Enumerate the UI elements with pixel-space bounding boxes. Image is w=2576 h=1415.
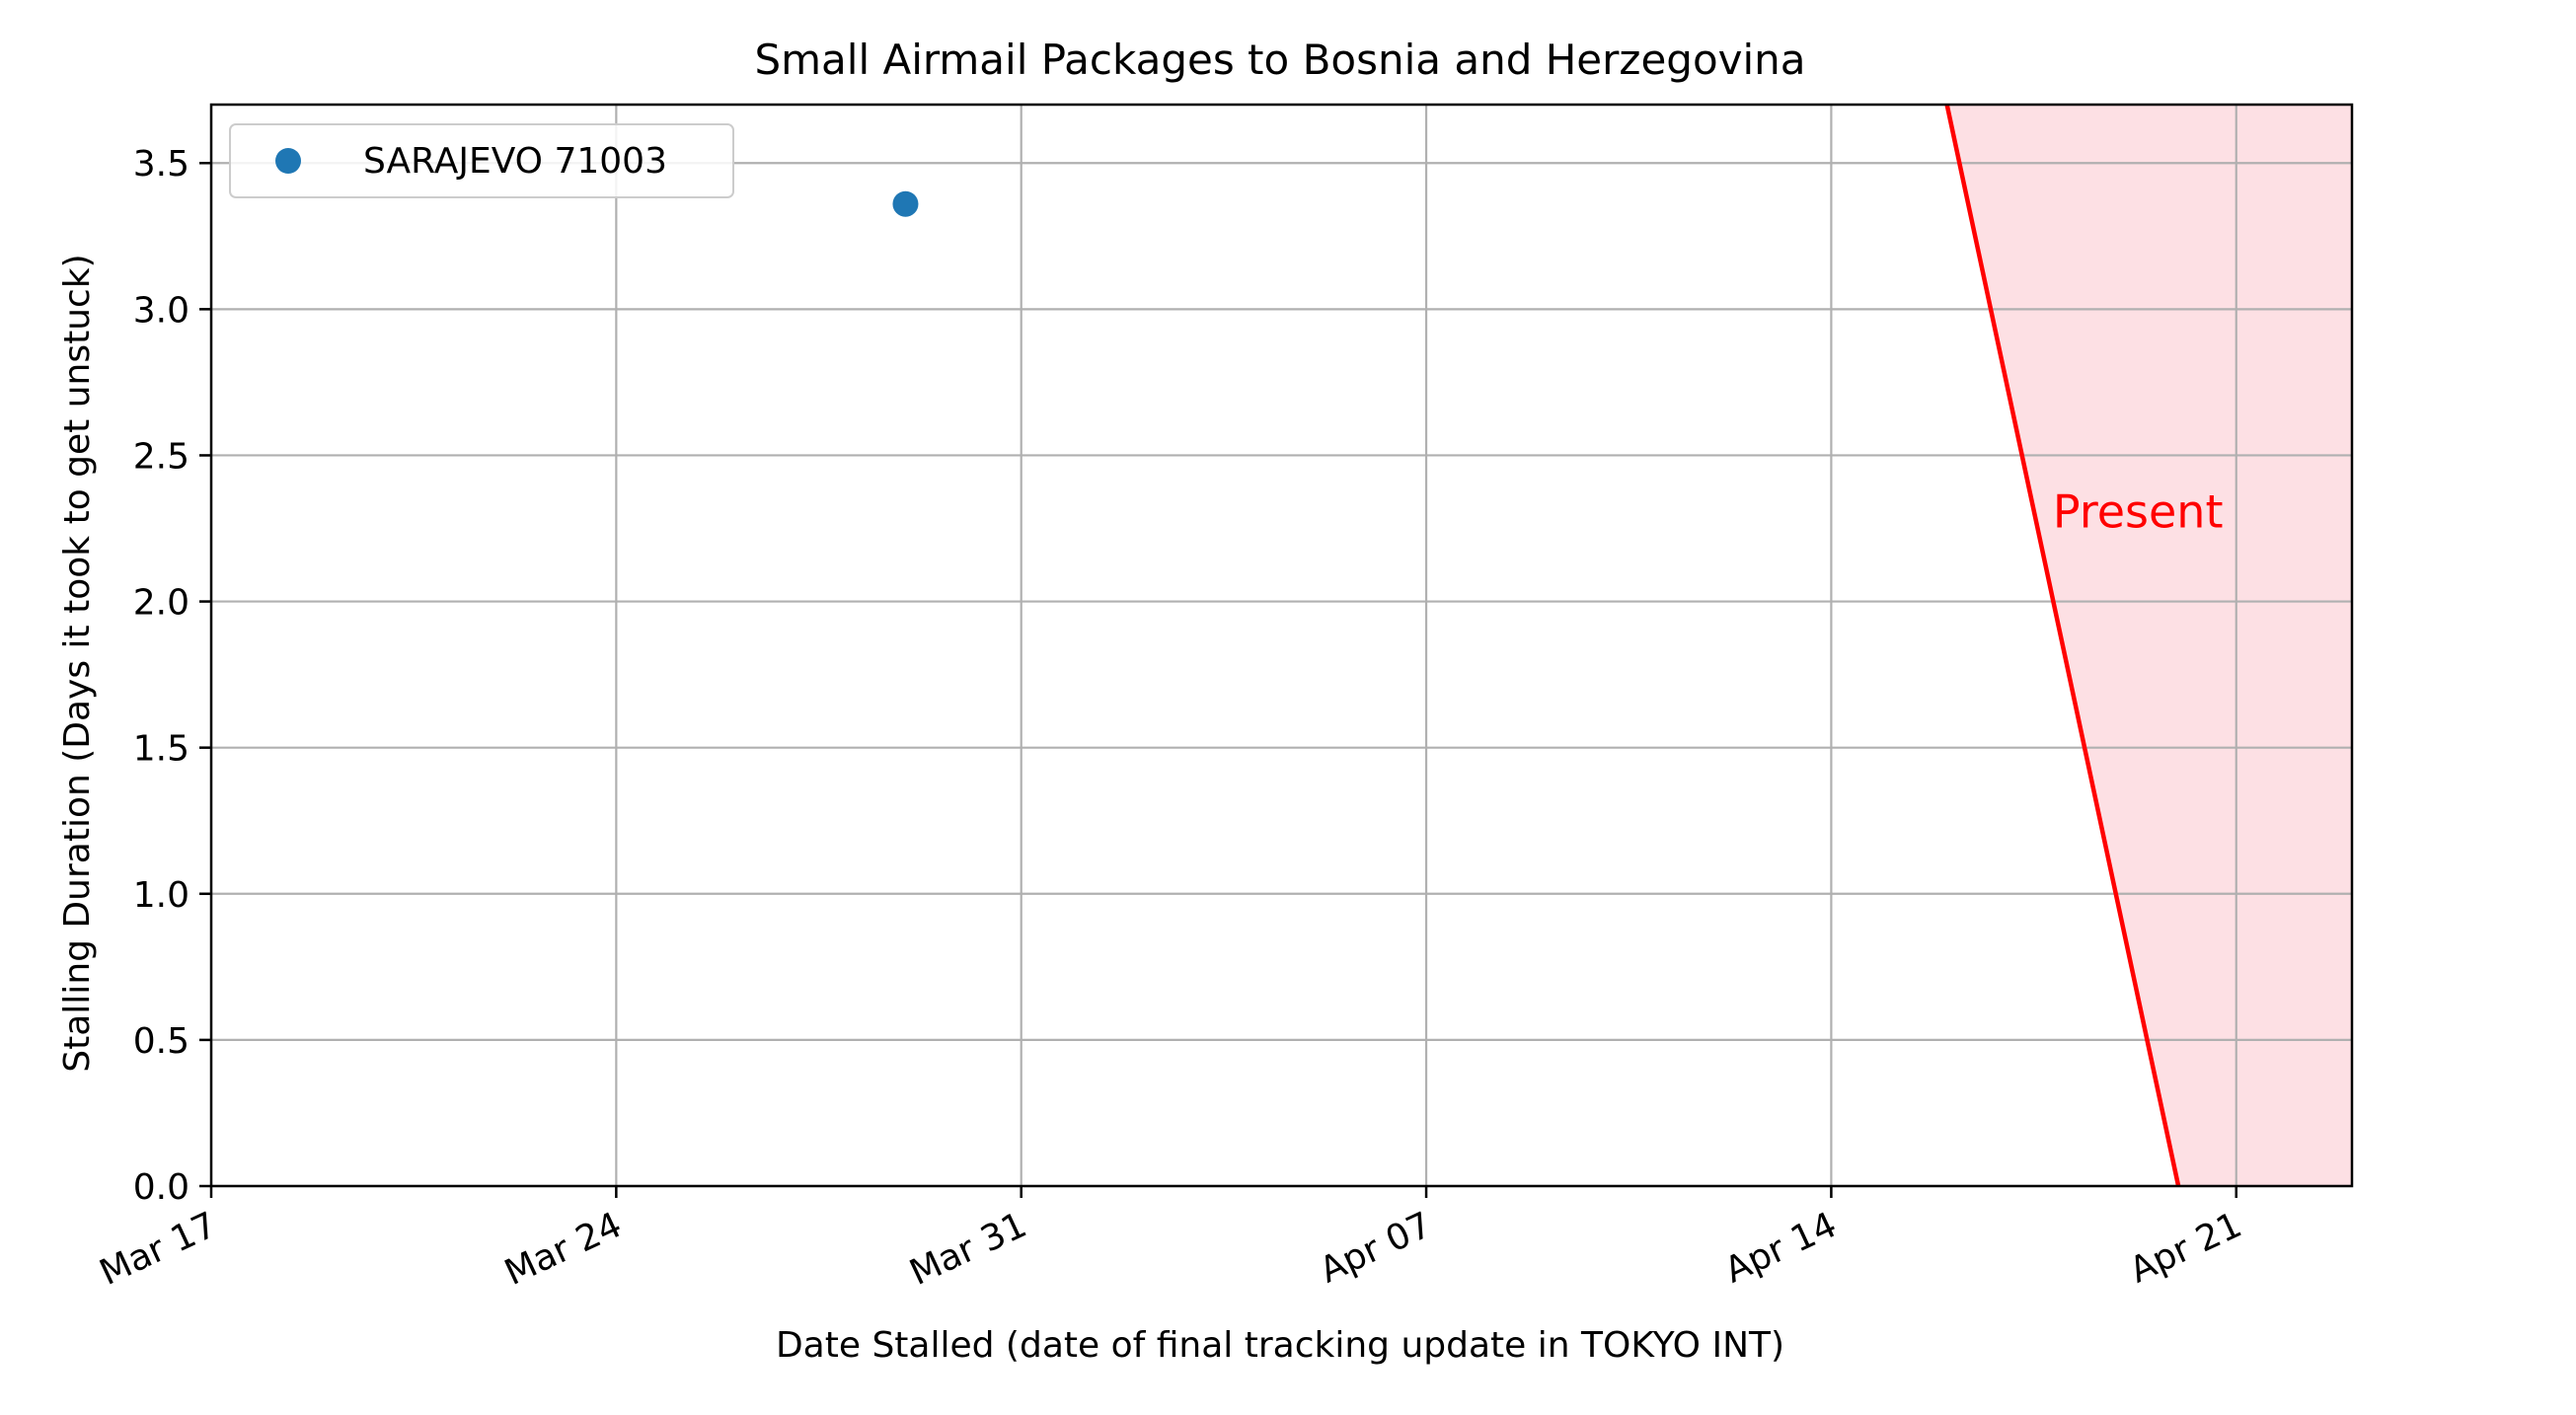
y-tick-label: 3.5 [133, 144, 189, 185]
y-tick-label: 3.0 [133, 290, 189, 331]
y-tick-label: 2.0 [133, 583, 189, 624]
y-tick-label: 1.0 [133, 875, 189, 916]
present-region-fill [1946, 105, 2352, 1186]
plot-frame [209, 103, 2354, 1188]
y-tick-label: 0.5 [133, 1021, 189, 1062]
y-tick-label: 2.5 [133, 436, 189, 477]
chart-title: Small Airmail Packages to Bosnia and Her… [754, 36, 1805, 84]
y-axis-label: Stalling Duration (Days it took to get u… [57, 254, 98, 1072]
legend: SARAJEVO 71003 [229, 123, 734, 198]
legend-marker [275, 148, 301, 174]
x-tick-label: Mar 17 [94, 1205, 223, 1294]
x-tick-label: Mar 24 [498, 1205, 628, 1294]
y-tick-label: 1.5 [133, 729, 189, 770]
plot-area: Present [211, 105, 2352, 1186]
x-tick-label: Mar 31 [904, 1205, 1033, 1294]
present-label: Present [2053, 485, 2224, 539]
legend-box [229, 123, 734, 198]
present-boundary-line [1944, 105, 2181, 1186]
x-tick-label: Apr 21 [2124, 1205, 2248, 1292]
data-point [892, 190, 919, 217]
x-axis-label: Date Stalled (date of final tracking upd… [776, 1325, 1784, 1366]
y-tick-label: 0.0 [133, 1167, 189, 1208]
x-tick-label: Apr 14 [1719, 1205, 1844, 1292]
x-tick-label: Apr 07 [1314, 1205, 1438, 1292]
legend-label: SARAJEVO 71003 [363, 141, 667, 182]
